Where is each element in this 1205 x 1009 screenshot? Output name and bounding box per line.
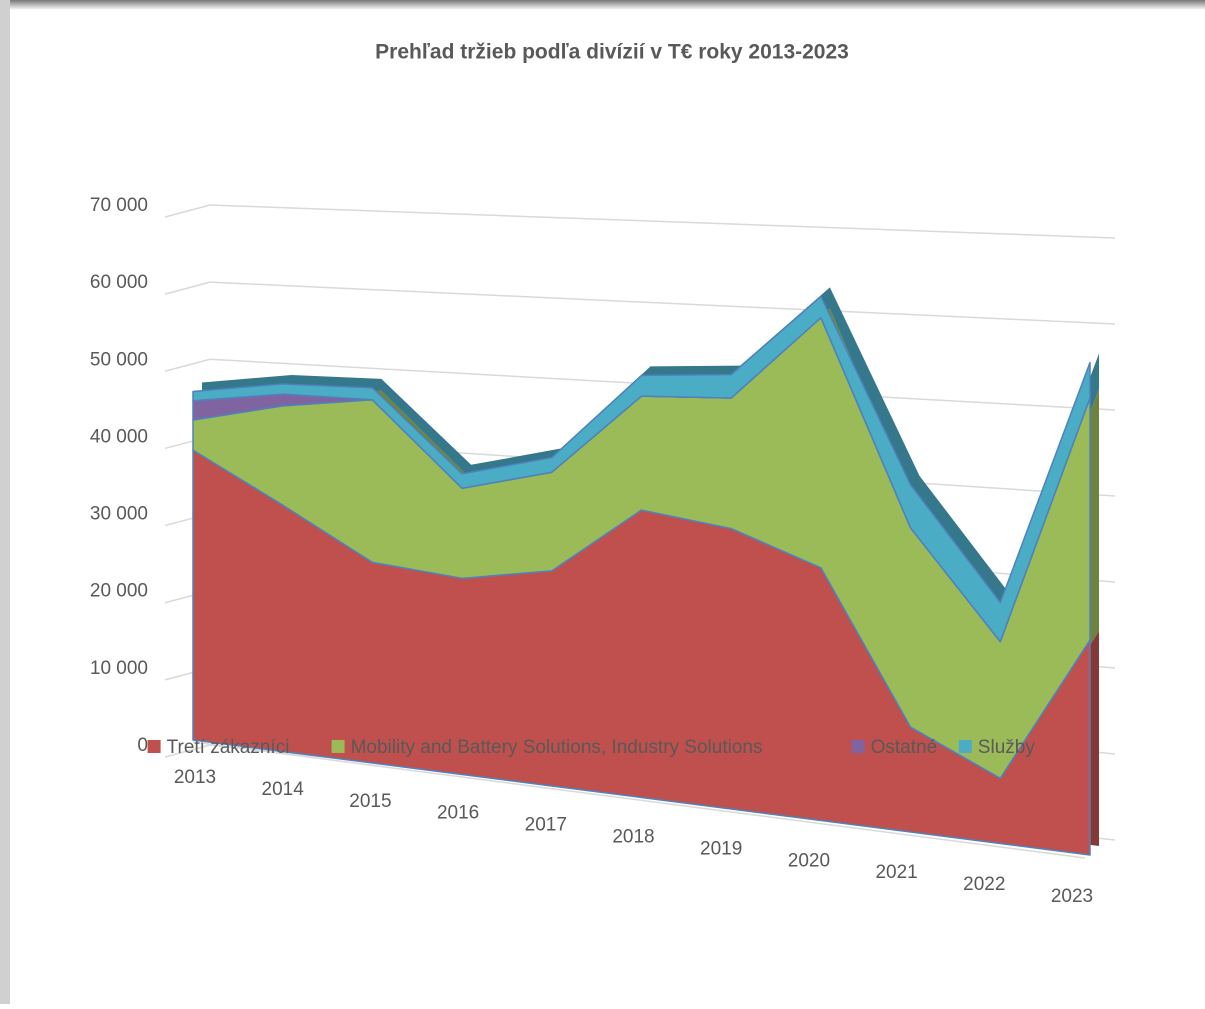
- legend: Tretí zákazníci Mobility and Battery Solu…: [147, 737, 1036, 758]
- y-tick-label: 0: [137, 735, 148, 756]
- x-tick-label: 2014: [262, 779, 305, 800]
- legend-label: Tretí zákazníci: [167, 737, 290, 758]
- plot: [192, 287, 1099, 856]
- y-tick-label: 10 000: [90, 658, 148, 679]
- legend-swatch: [331, 740, 345, 753]
- legend-swatch: [958, 740, 972, 753]
- y-tick-label: 20 000: [90, 581, 148, 602]
- x-tick-label: 2013: [174, 767, 216, 788]
- legend-label: Služby: [978, 737, 1036, 758]
- legend-swatch: [147, 740, 161, 753]
- x-tick-label: 2023: [1051, 886, 1093, 907]
- y-tick-label: 30 000: [90, 504, 148, 525]
- x-tick-label: 2017: [525, 815, 567, 836]
- x-tick-label: 2019: [700, 838, 742, 859]
- x-tick-label: 2022: [963, 874, 1005, 895]
- legend-label: Ostatné: [871, 737, 938, 758]
- x-tick-label: 2021: [875, 862, 917, 883]
- grid-line-side: [164, 204, 211, 218]
- grid-line: [209, 281, 1116, 325]
- grid-line-side: [164, 744, 211, 758]
- legend-swatch: [851, 740, 865, 753]
- x-tick-label: 2015: [349, 791, 391, 812]
- area: [192, 295, 1091, 643]
- legend-label: Mobility and Battery Solutions, Industry…: [351, 737, 763, 758]
- frame-shadow-left: [0, 0, 10, 1004]
- x-tick-label: 2018: [612, 827, 654, 848]
- chart-title: Prehľad tržieb podľa divízií v T€ roky 2…: [375, 41, 849, 64]
- floor-line: [192, 741, 1086, 859]
- grid-line: [209, 204, 1116, 239]
- y-tick-label: 40 000: [90, 426, 148, 447]
- y-tick-label: 50 000: [90, 349, 148, 370]
- grid-line-side: [164, 281, 211, 295]
- grid-line-side: [164, 358, 211, 373]
- x-tick-label: 2020: [788, 850, 830, 871]
- y-tick-label: 70 000: [90, 195, 148, 216]
- frame-shadow: [0, 0, 1205, 10]
- y-tick-label: 60 000: [90, 272, 148, 293]
- x-tick-label: 2016: [437, 803, 479, 824]
